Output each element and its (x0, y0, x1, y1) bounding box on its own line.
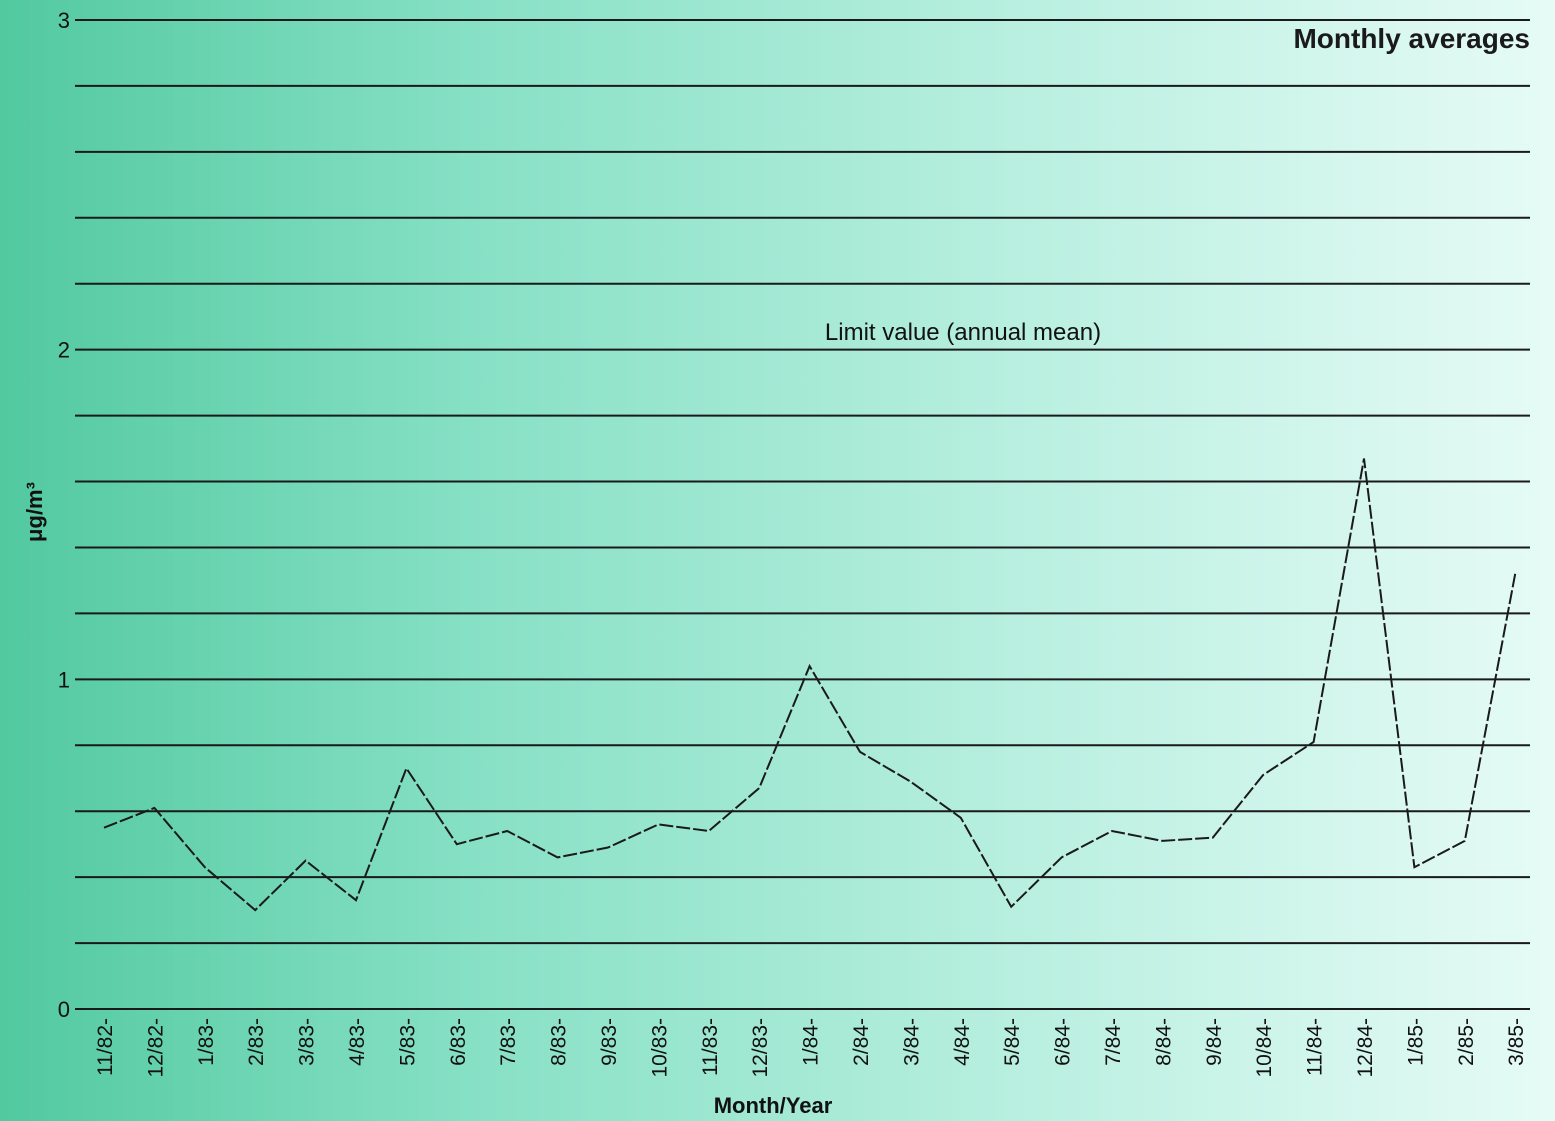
x-tick-label: 6/83- (447, 1018, 470, 1066)
x-tick-label: 1/84- (800, 1018, 823, 1066)
limit-value-annotation: Limit value (annual mean) (825, 319, 1101, 346)
x-tick-label: 4/83- (346, 1018, 369, 1066)
y-tick-label: 0 (58, 997, 70, 1022)
x-tick-label: 10/84- (1253, 1018, 1276, 1078)
x-tick-label: 7/84- (1102, 1018, 1125, 1066)
x-tick-label: 12/83- (749, 1018, 772, 1078)
x-tick-label: 12/82- (144, 1018, 167, 1078)
x-tick-label: 11/84- (1304, 1018, 1327, 1076)
x-tick-label: 1/85- (1404, 1018, 1427, 1066)
x-tick-label: 3/85- (1505, 1018, 1528, 1066)
x-tick-label: 9/83- (598, 1018, 621, 1066)
x-axis-ticks: 11/82- 12/82- 1/83- 2/83- 3/83- 4/83- 5/83- 6/8… (94, 1018, 1528, 1078)
x-tick-label: 2/84- (850, 1018, 873, 1066)
x-axis-title: Month/Year (714, 1093, 833, 1118)
x-tick-label: 6/84- (1052, 1018, 1075, 1066)
y-tick-label: 3 (58, 8, 70, 33)
y-axis-ticks: 0 1 2 3 (58, 8, 70, 1022)
x-tick-label: 9/84- (1203, 1018, 1226, 1066)
gridlines (75, 19, 1530, 1010)
series-line (103, 458, 1517, 912)
x-tick-label: 7/83- (497, 1018, 520, 1066)
y-tick-label: 1 (58, 667, 70, 692)
x-tick-label: 1/83- (195, 1018, 218, 1066)
chart-title: Monthly averages (1293, 23, 1530, 54)
x-tick-label: 4/84- (951, 1018, 974, 1066)
x-tick-label: 12/84- (1354, 1018, 1377, 1078)
y-tick-label: 2 (58, 338, 70, 363)
x-tick-label: 10/83- (648, 1018, 671, 1078)
x-tick-label: 3/84- (900, 1018, 923, 1066)
y-axis-title: μg/m³ (22, 482, 47, 542)
x-tick-label: 2/85- (1455, 1018, 1478, 1066)
x-tick-label: 5/83- (396, 1018, 419, 1066)
x-tick-label: 11/82- (94, 1018, 117, 1076)
x-tick-label: 3/83- (296, 1018, 319, 1066)
x-tick-label: 8/84- (1152, 1018, 1175, 1066)
x-tick-label: 2/83- (245, 1018, 268, 1066)
x-tick-label: 5/84- (1001, 1018, 1024, 1066)
x-tick-label: 11/83- (699, 1018, 722, 1076)
x-tick-label: 8/83- (548, 1018, 571, 1066)
